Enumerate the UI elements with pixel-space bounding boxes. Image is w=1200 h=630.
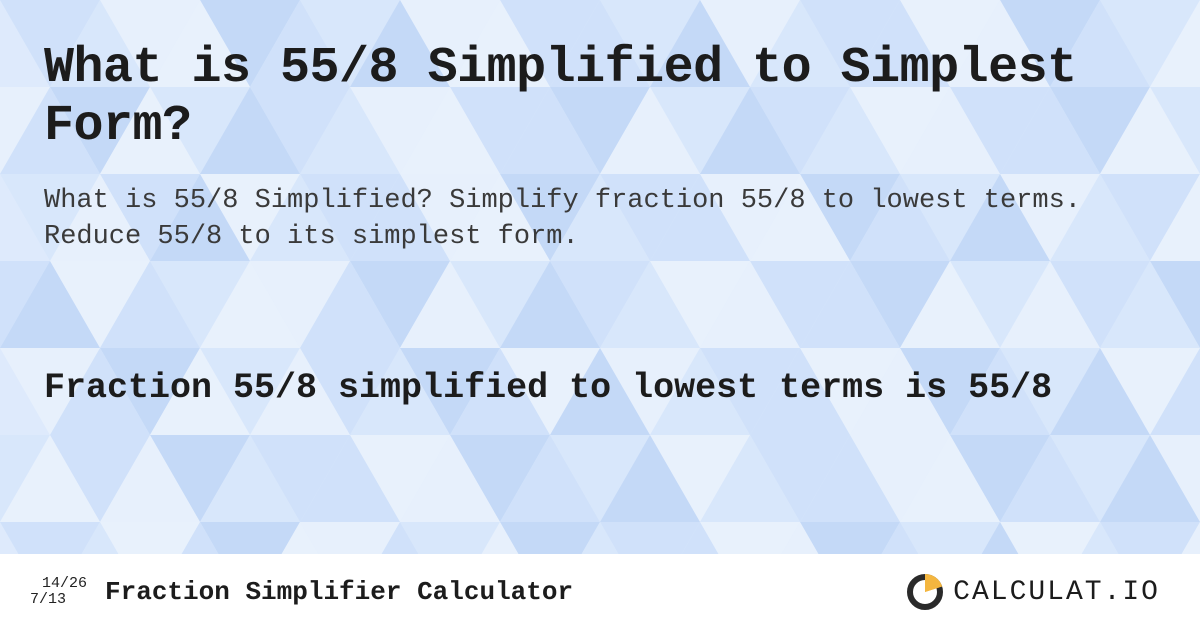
page-subtitle: What is 55/8 Simplified? Simplify fracti… — [44, 183, 1156, 256]
calculator-name: Fraction Simplifier Calculator — [105, 577, 573, 607]
fraction-icon-top: 14/26 — [30, 576, 87, 593]
footer-bar: 14/26 7/13 Fraction Simplifier Calculato… — [0, 554, 1200, 630]
brand-text: CALCULAT.IO — [953, 577, 1160, 608]
answer-text: Fraction 55/8 simplified to lowest terms… — [44, 366, 1156, 412]
brand-pie-icon — [905, 572, 945, 612]
fraction-icon: 14/26 7/13 — [30, 576, 87, 609]
fraction-icon-bottom: 7/13 — [30, 592, 66, 609]
main-content: What is 55/8 Simplified to Simplest Form… — [0, 0, 1200, 411]
page-title: What is 55/8 Simplified to Simplest Form… — [44, 40, 1156, 155]
footer-left: 14/26 7/13 Fraction Simplifier Calculato… — [30, 576, 573, 609]
brand: CALCULAT.IO — [905, 572, 1160, 612]
